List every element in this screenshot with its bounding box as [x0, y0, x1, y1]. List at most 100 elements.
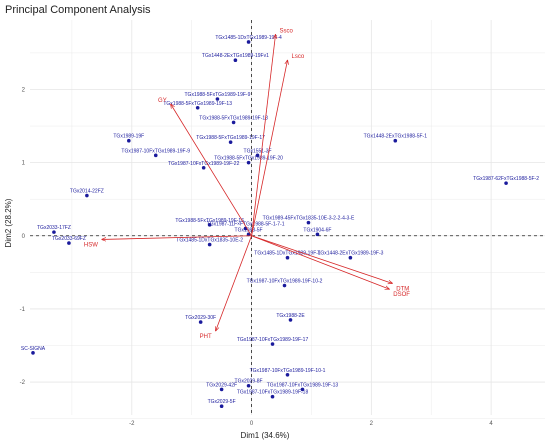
data-point: [306, 220, 311, 225]
variable-label: DTM: [396, 286, 409, 292]
observation-points: TGx1485-1DxTGx1989-19F-4 TGx1448-2ExTGx19…: [21, 35, 539, 409]
data-point: [228, 140, 233, 144]
point-label: TGx1988-2E: [276, 313, 305, 319]
variable-arrow: [216, 235, 252, 331]
variable-arrow: [102, 235, 252, 240]
point-label: TGx1448-2ExTGx1989-19Fv1: [202, 53, 269, 59]
point-label: TGx1987-10FxTGx1989-19F-22: [168, 161, 240, 167]
data-point: [198, 320, 203, 324]
point-label: TGx1448-2ExTGx1989-19F-3: [317, 251, 383, 257]
point-label: TGx1987-62FxTGx1988-5F-2: [473, 176, 539, 182]
variable-label: Lsco: [292, 54, 305, 60]
point-label: TGx1448-2ExTGx1988-5F-1: [364, 134, 428, 140]
data-point: [288, 318, 293, 322]
data-point: [233, 58, 238, 63]
x-tick-label: 2: [370, 421, 374, 427]
data-point: [270, 342, 275, 346]
point-label: TGx2029-30F: [185, 315, 216, 321]
data-point: [153, 153, 158, 158]
point-label: TGx1551-3F: [244, 148, 272, 154]
point-label: TGx1987-10FxTGx1989-19F-13: [267, 382, 339, 388]
point-label: TGx1989-45FxTGx1835-10E-3-2-2-4-3-E: [263, 216, 355, 222]
data-point: [393, 138, 398, 143]
variable-arrow: [251, 60, 288, 236]
point-label: TGx1904-6F: [303, 227, 331, 233]
y-tick-label: -1: [20, 307, 26, 313]
data-point: [504, 181, 508, 185]
point-label: TGx1485-1DxTGx1989-19F-1: [254, 251, 321, 257]
data-point: [315, 232, 320, 237]
variable-label: GY: [158, 98, 167, 104]
x-tick-label: 4: [489, 421, 493, 427]
data-point: [127, 138, 131, 143]
point-label: TGx1485-1DxTGx1989-19F-4: [215, 35, 282, 41]
data-point: [219, 387, 224, 392]
point-label: TGx1988-5FxTGx1989-19F-20: [214, 156, 283, 162]
zero-lines: [30, 20, 545, 415]
data-point: [282, 283, 287, 288]
point-label: TGx1987-11F×FTGx1988-5F-1-7-1: [207, 221, 285, 227]
data-point: [85, 193, 89, 198]
point-label: TGx2029-42F: [206, 382, 237, 388]
point-label: TGx2033-17FZ: [37, 225, 71, 231]
data-point: [207, 242, 212, 247]
variable-arrow: [171, 104, 252, 236]
point-label: TGx1987-10FxTGx1989-19F-10-2: [247, 279, 323, 285]
data-point: [255, 153, 260, 158]
y-tick-label: 2: [22, 87, 26, 93]
point-label: TGx2029-8F: [235, 379, 263, 385]
data-point: [67, 241, 71, 245]
point-label: TGx1987-10FxTGx1989-19F-9: [121, 148, 190, 154]
point-label: TGx2029-5F: [208, 399, 236, 405]
chart-title: Principal Component Analysis: [5, 4, 151, 16]
variable-label: HSW: [84, 242, 98, 248]
y-tick-label: -2: [20, 380, 26, 386]
grid: [30, 20, 545, 419]
y-tick-label: 1: [22, 161, 26, 167]
variable-arrow: [251, 235, 390, 289]
point-label: TGx1988-5FxTGx1989-19F-17: [196, 135, 265, 141]
variable-label: DSOF: [393, 292, 410, 298]
point-label: SC-SIGNA: [21, 346, 46, 352]
data-point: [231, 120, 236, 125]
point-label: TGx1485-1DxTGx1835-10E-2: [176, 238, 243, 244]
x-tick-label: -2: [129, 421, 135, 427]
variable-arrow: [251, 35, 276, 236]
point-label: TGx1987-10FxTGx1989-19F-18: [237, 390, 309, 396]
point-label: TGx1987-10FxTGx1989-19F-17: [237, 337, 309, 343]
variable-label: PHT: [200, 334, 212, 340]
point-label: TGx2014-22FZ: [70, 189, 104, 195]
point-label: TGx1988-5FxTGx1989-19F-18: [199, 115, 268, 121]
point-label: TGx1989-19F: [113, 134, 144, 140]
data-point: [246, 160, 251, 165]
point-label: TGx2033-69FZ: [52, 236, 86, 242]
data-point: [201, 165, 206, 170]
data-point: [285, 372, 290, 377]
variable-label: Ssco: [280, 29, 294, 35]
data-point: [207, 223, 212, 227]
point-label: TGx1988-5FxTGx1989-19F-9: [185, 92, 251, 98]
data-point: [246, 40, 251, 44]
data-point: [270, 394, 275, 399]
data-point: [300, 387, 305, 392]
point-label: TGx1988-5FxTGx1989-19F-13: [163, 101, 232, 107]
data-point: [195, 105, 200, 110]
point-label: TGx1987-10FxTGx1989-19F-10-1: [250, 368, 326, 374]
data-point: [215, 97, 220, 101]
variable-arrow: [251, 235, 393, 284]
y-tick-label: 0: [22, 234, 26, 240]
y-axis-label: Dim2 (28.2%): [4, 198, 13, 247]
data-point: [219, 404, 224, 409]
data-point: [246, 383, 251, 388]
data-point: [52, 230, 56, 234]
data-point: [246, 232, 251, 237]
point-label: TGx1988-5FxTGx1989-19F-16: [175, 218, 244, 224]
data-point: [348, 255, 353, 260]
data-point: [31, 351, 35, 355]
x-axis-label: Dim1 (34.6%): [241, 431, 290, 440]
data-point: [285, 255, 290, 260]
x-tick-label: 0: [250, 421, 254, 427]
tick-labels: -2 0 2 4 -2 -1 0 1 2: [20, 87, 494, 427]
